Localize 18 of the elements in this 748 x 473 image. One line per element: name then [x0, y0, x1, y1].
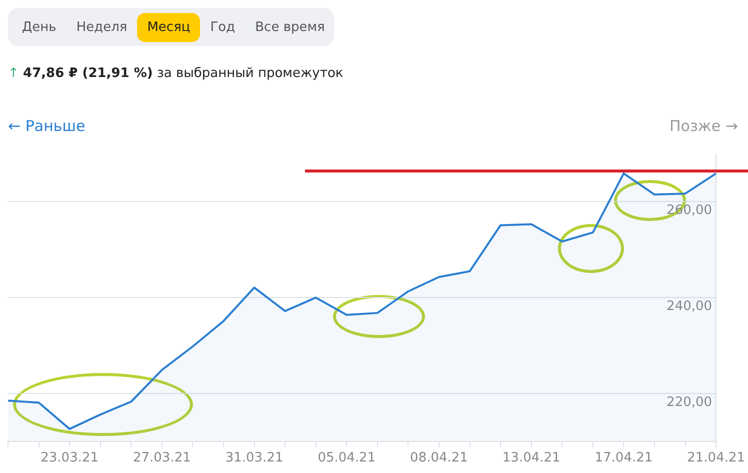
- x-tick-label: 27.03.21: [132, 450, 191, 466]
- y-tick-label: 240,00: [666, 298, 712, 314]
- text: День: [21, 18, 58, 36]
- x-tick-label: 21.04.21: [687, 450, 745, 466]
- x-tick-label: 17.04.21: [594, 450, 653, 466]
- text: Позже →: [669, 117, 738, 135]
- text: Месяц: [137, 12, 200, 42]
- text: Неделя: [75, 18, 128, 36]
- y-tick-label: 220,00: [666, 394, 712, 410]
- text: ← Раньше: [8, 117, 86, 135]
- x-tick-label: 08.04.21: [410, 450, 468, 466]
- text: Год: [209, 18, 236, 36]
- x-tick-label: 13.04.21: [502, 450, 560, 466]
- text: ↑ 47,86 ₽ (21,91 %) за выбранный промежуток: [8, 66, 344, 81]
- x-tick-label: 05.04.21: [318, 450, 376, 466]
- text: Все время: [254, 18, 326, 36]
- x-tick-label: 31.03.21: [225, 450, 284, 466]
- x-tick-label: 23.03.21: [40, 450, 99, 466]
